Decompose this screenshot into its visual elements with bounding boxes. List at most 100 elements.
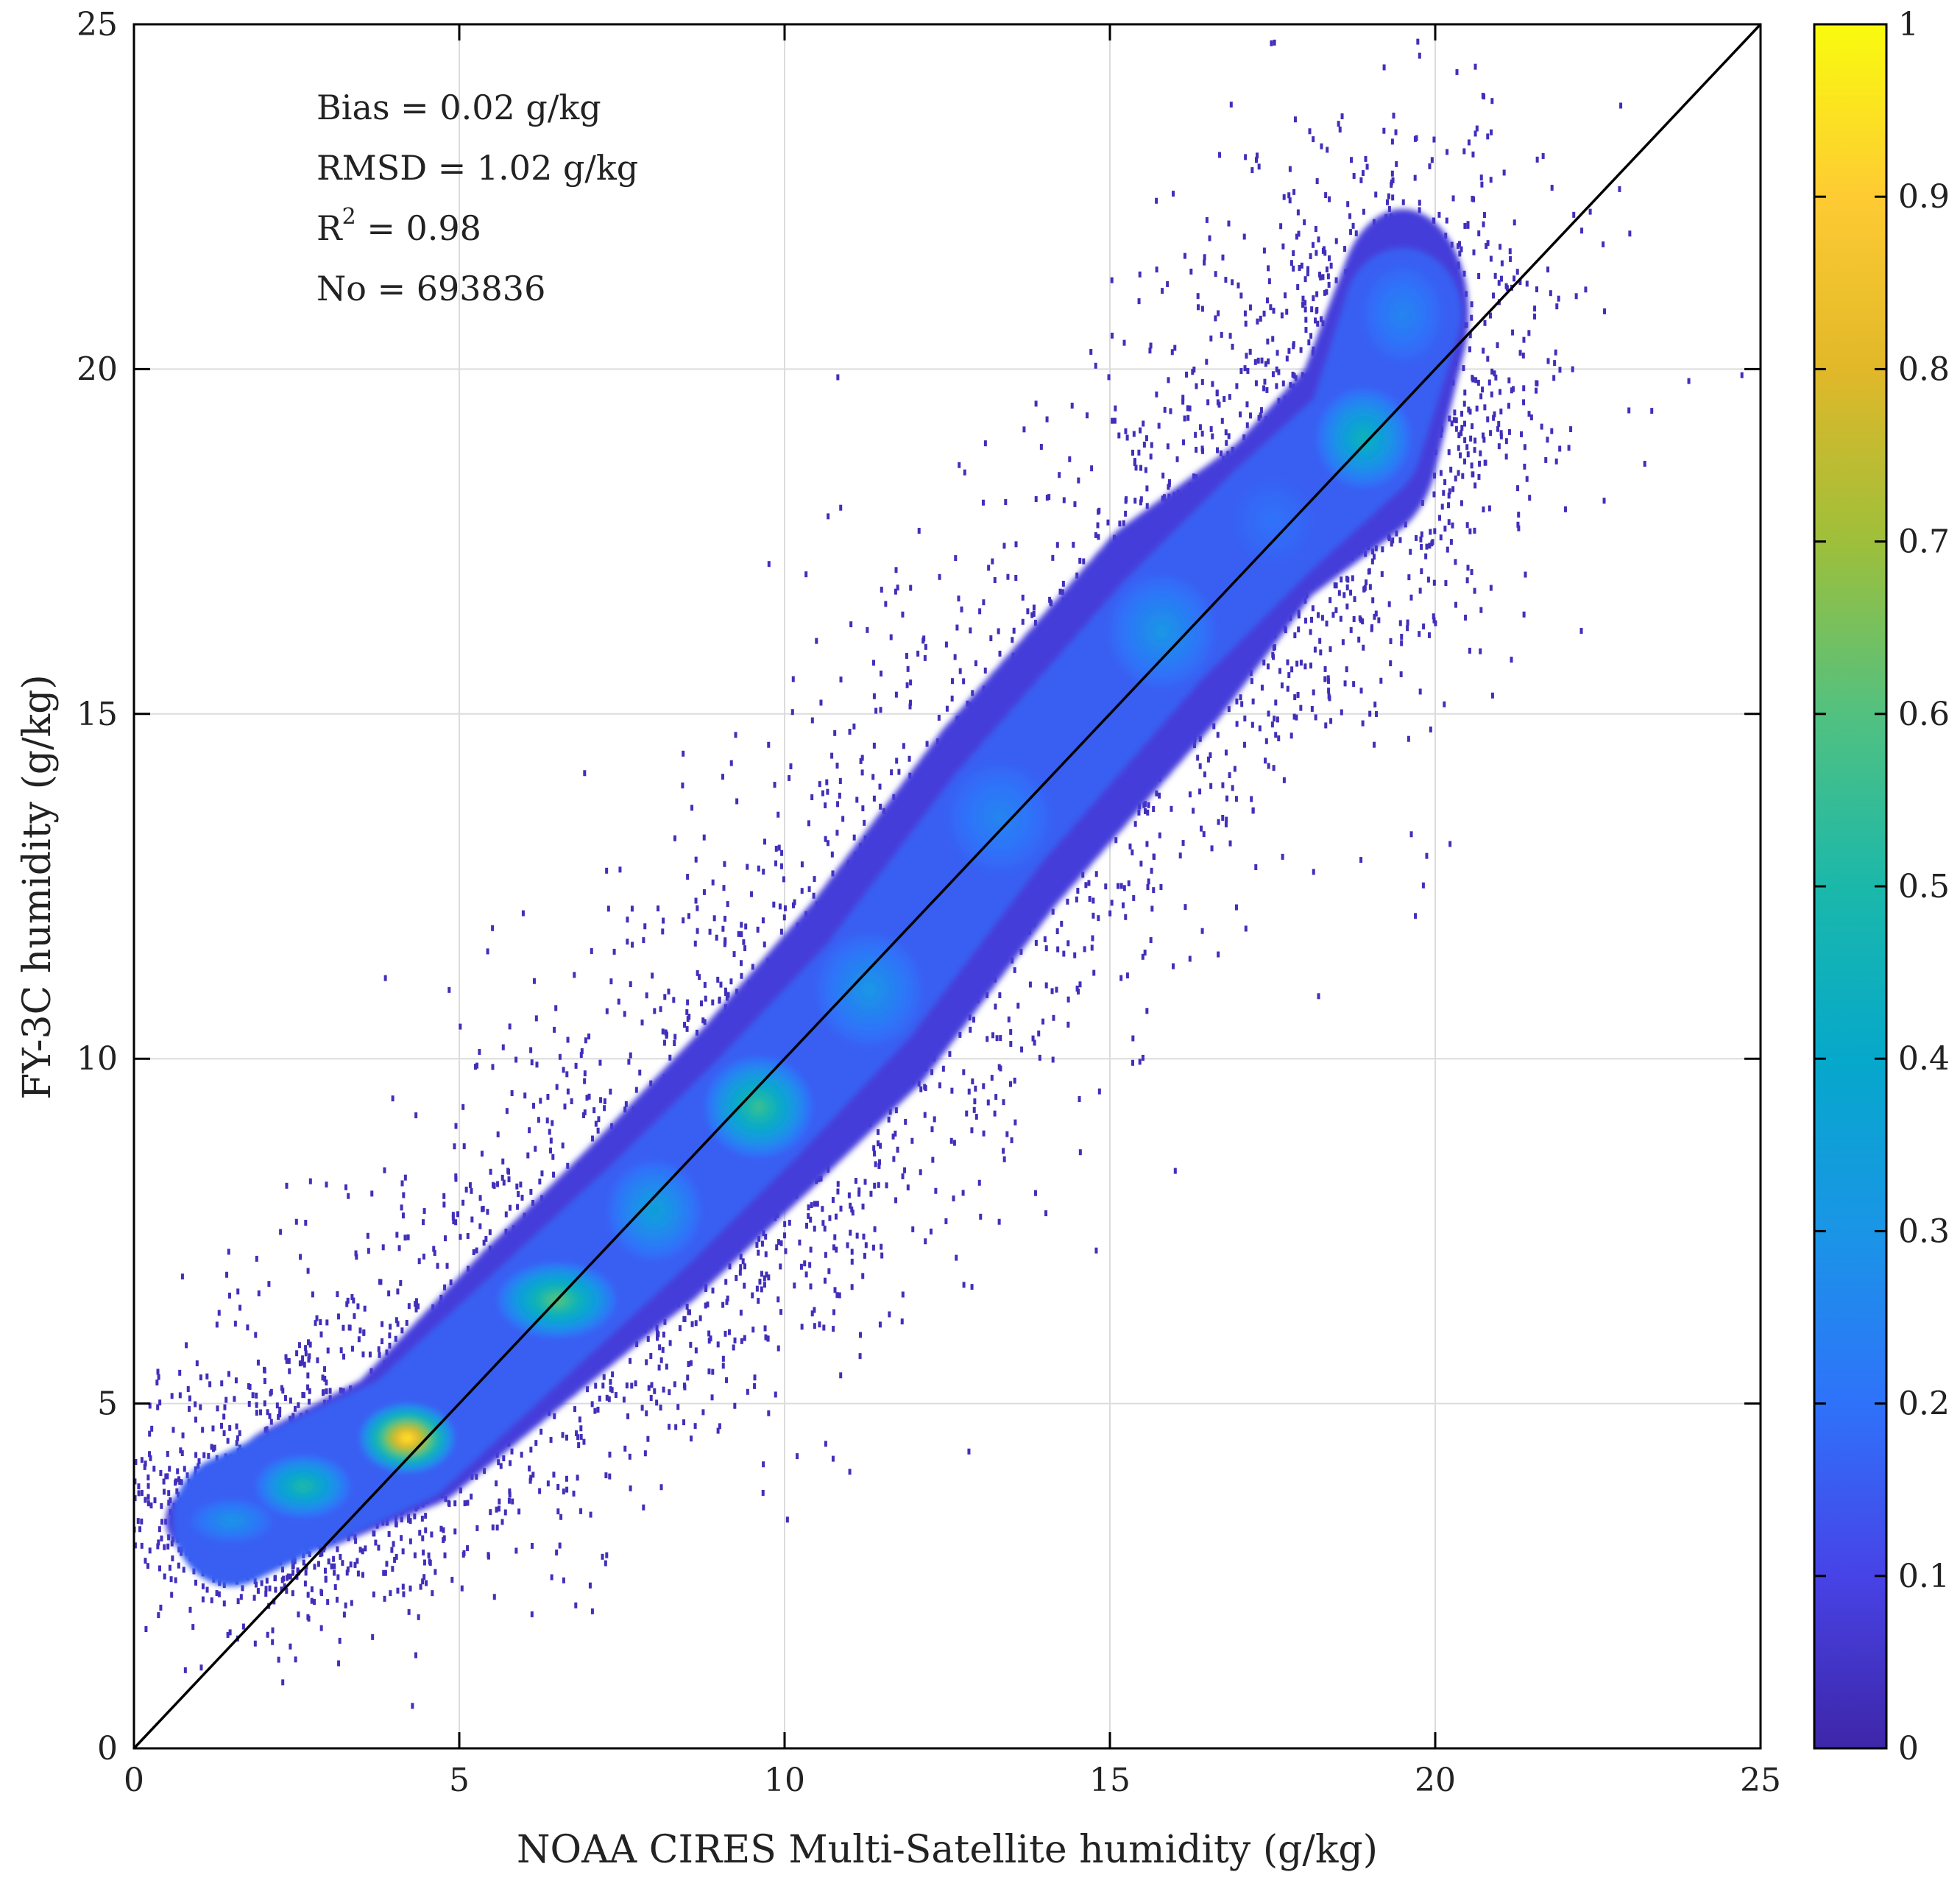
density-point	[267, 1281, 271, 1288]
density-point	[1260, 357, 1264, 364]
density-point	[454, 1173, 458, 1180]
density-point	[782, 914, 786, 921]
density-point	[546, 1480, 550, 1487]
density-point	[316, 1561, 320, 1567]
density-point	[1104, 883, 1108, 890]
density-point	[1058, 472, 1061, 478]
density-point	[395, 1232, 399, 1238]
density-point	[176, 1468, 180, 1474]
density-point	[643, 923, 647, 930]
density-point	[945, 705, 949, 712]
density-point	[1345, 584, 1349, 590]
density-point	[1131, 849, 1134, 855]
density-point	[159, 1469, 163, 1476]
density-point	[177, 1562, 180, 1569]
density-point	[1425, 543, 1429, 550]
density-point	[838, 792, 841, 799]
density-point	[833, 1287, 837, 1293]
density-point	[852, 723, 856, 730]
density-point	[238, 1304, 242, 1311]
density-point	[1513, 219, 1516, 226]
density-point	[1450, 420, 1454, 427]
density-point	[400, 1535, 403, 1541]
density-point	[1139, 499, 1142, 506]
density-point	[501, 1158, 505, 1165]
density-point	[579, 1433, 583, 1440]
density-point	[1032, 604, 1036, 611]
density-point	[400, 1516, 403, 1523]
density-point	[1022, 426, 1026, 433]
density-point	[1535, 286, 1539, 293]
density-point	[1395, 530, 1398, 537]
density-point	[470, 1187, 473, 1194]
density-point	[562, 1488, 565, 1495]
density-point	[762, 869, 765, 875]
density-point	[1253, 359, 1257, 365]
density-point	[673, 1381, 676, 1388]
density-point	[1602, 498, 1606, 504]
density-point	[1245, 401, 1249, 408]
density-point	[689, 1341, 693, 1348]
density-point	[674, 1424, 678, 1430]
density-point	[1267, 710, 1270, 717]
density-point	[265, 1578, 269, 1584]
density-point	[405, 1319, 408, 1326]
density-point	[1603, 308, 1607, 314]
density-point	[1466, 565, 1470, 571]
density-point	[686, 999, 690, 1006]
density-point	[445, 1262, 449, 1269]
density-point	[326, 1599, 330, 1606]
density-point	[750, 891, 754, 897]
density-point	[609, 1385, 612, 1392]
density-point	[793, 899, 796, 905]
density-point	[531, 1103, 535, 1109]
density-point	[254, 1581, 258, 1588]
density-point	[1296, 692, 1300, 699]
density-point	[1342, 592, 1346, 598]
density-point	[827, 513, 830, 520]
density-point	[291, 1590, 294, 1597]
density-point	[1066, 1021, 1070, 1028]
density-point	[862, 1233, 866, 1240]
density-point	[1143, 949, 1147, 956]
density-point	[1122, 339, 1126, 346]
density-point	[1271, 651, 1275, 658]
density-point	[925, 741, 929, 747]
density-point	[872, 693, 876, 699]
density-point	[821, 790, 824, 797]
density-point	[685, 1304, 689, 1310]
density-point	[690, 805, 694, 811]
density-point	[1362, 208, 1365, 215]
density-point	[761, 1489, 765, 1496]
density-point	[1012, 627, 1016, 634]
density-point	[755, 1242, 759, 1248]
density-point	[1325, 621, 1329, 627]
density-point	[1429, 726, 1432, 732]
density-point	[162, 1488, 166, 1495]
density-point	[1315, 291, 1319, 297]
density-point	[1145, 841, 1149, 847]
density-point	[789, 763, 793, 769]
density-point	[238, 1430, 241, 1436]
density-point	[220, 1422, 224, 1429]
density-point	[719, 981, 723, 988]
density-point	[167, 1490, 171, 1497]
density-point	[1257, 414, 1261, 421]
density-point	[673, 835, 676, 841]
density-point	[603, 1098, 606, 1105]
density-point	[396, 1288, 400, 1295]
density-point	[1345, 666, 1348, 673]
density-point	[316, 1357, 319, 1363]
density-point	[1279, 223, 1283, 230]
density-point	[807, 820, 810, 827]
density-point	[774, 845, 778, 852]
density-point	[1055, 986, 1058, 993]
density-point	[182, 1567, 185, 1573]
density-point	[489, 1168, 492, 1175]
density-point	[301, 1355, 305, 1362]
density-point	[981, 499, 985, 506]
density-point	[511, 1498, 514, 1505]
density-point	[1013, 1119, 1017, 1126]
density-point	[1196, 304, 1200, 311]
density-point	[271, 1627, 275, 1634]
